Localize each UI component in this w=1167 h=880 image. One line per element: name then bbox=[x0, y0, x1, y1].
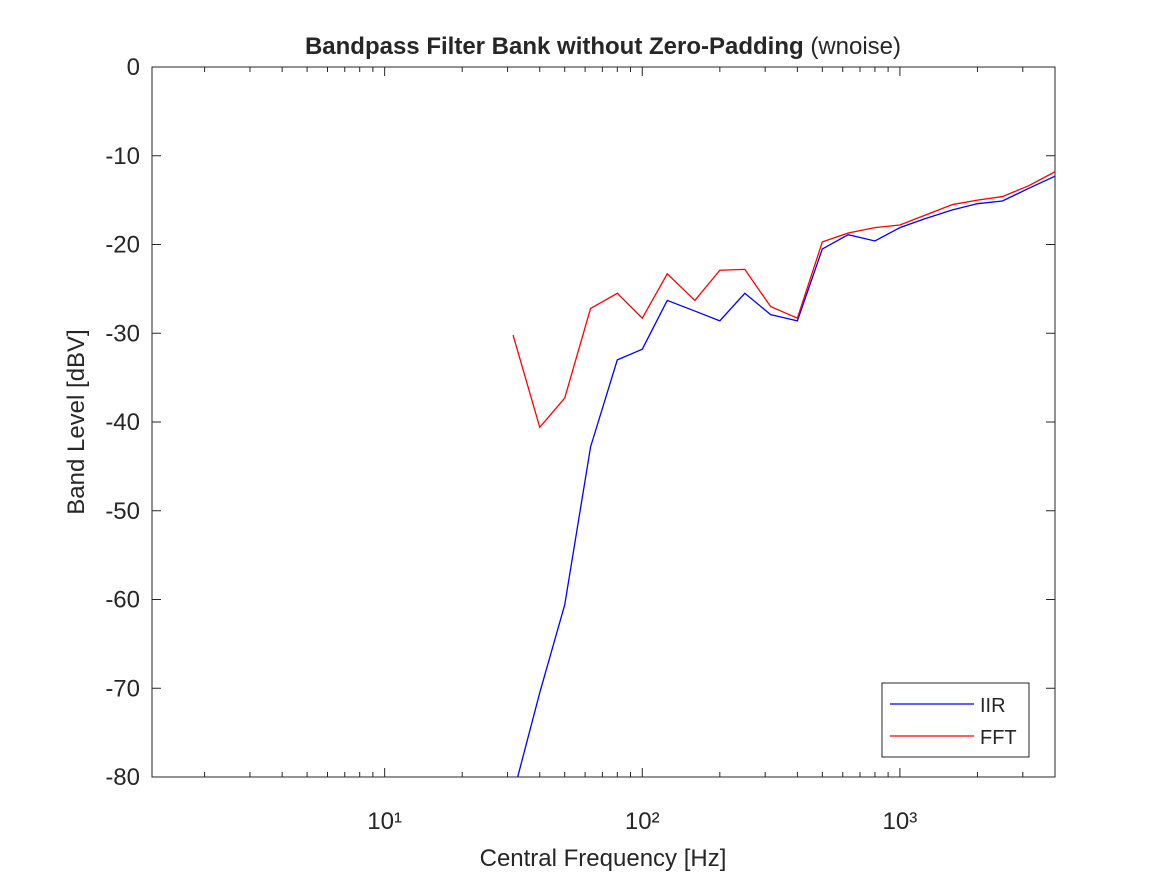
legend-box bbox=[881, 682, 1030, 758]
x-tick-label: 10¹ bbox=[367, 808, 402, 835]
plot-area bbox=[151, 66, 1056, 778]
series-line bbox=[517, 175, 1055, 777]
legend-label: FFT bbox=[980, 727, 1017, 749]
y-tick-label: -50 bbox=[105, 498, 140, 525]
x-tick-label: 10³ bbox=[883, 808, 918, 835]
plot-lines bbox=[512, 171, 1055, 777]
chart-title-note: (wnoise) bbox=[810, 33, 901, 60]
y-tick-label: -70 bbox=[105, 675, 140, 702]
y-tick-label: -40 bbox=[105, 409, 140, 436]
x-tick-label: 10² bbox=[625, 808, 660, 835]
y-tick-label: -10 bbox=[105, 143, 140, 170]
y-tick-label: 0 bbox=[127, 54, 140, 81]
y-axis-label: Band Level [dBV] bbox=[63, 329, 90, 514]
y-tick-label: -60 bbox=[105, 587, 140, 614]
legend: IIR FFT bbox=[881, 682, 1030, 758]
y-tick-label: -30 bbox=[105, 320, 140, 347]
series-line bbox=[512, 171, 1055, 429]
legend-label: IIR bbox=[980, 695, 1006, 717]
y-tick-label: -20 bbox=[105, 232, 140, 259]
y-tick-label: -80 bbox=[105, 764, 140, 791]
x-axis-label: Central Frequency [Hz] bbox=[480, 845, 727, 872]
chart-title: Bandpass Filter Bank without Zero-Paddin… bbox=[305, 33, 804, 60]
chart-title-group: Bandpass Filter Bank without Zero-Paddin… bbox=[305, 33, 901, 60]
